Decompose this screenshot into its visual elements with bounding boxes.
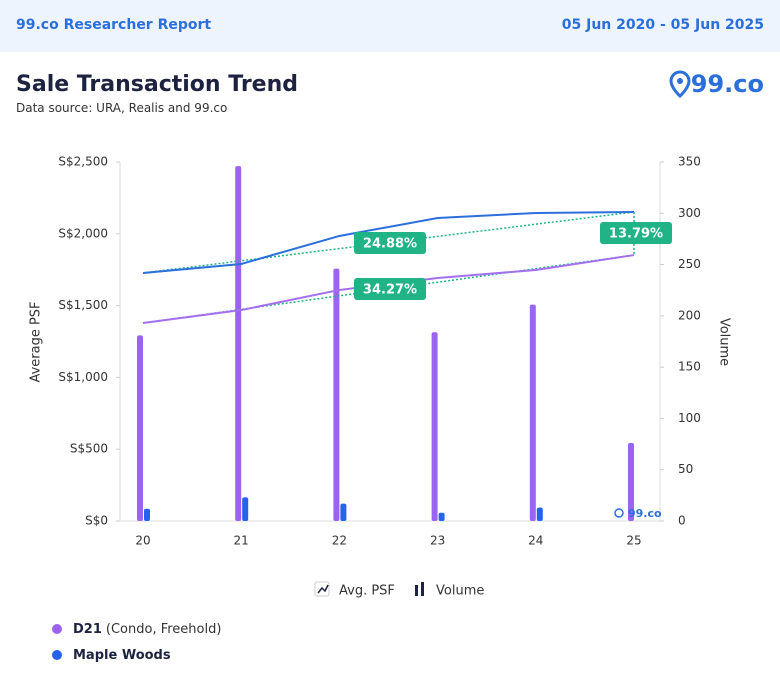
volume-bar [235, 166, 242, 522]
y2-tick-label: 100 [678, 411, 701, 425]
legend-item: Maple Woods [73, 648, 171, 663]
volume-bar [340, 503, 347, 521]
legend-name: Maple Woods [73, 648, 171, 663]
legend-detail: (Condo, Freehold) [106, 622, 222, 637]
logo: 99.co [669, 70, 764, 98]
y2-tick-label: 200 [678, 308, 701, 322]
logo-pin [669, 70, 691, 98]
volume-bar [431, 332, 438, 521]
y-axis-label: Average PSF [29, 301, 44, 382]
legend-icon [314, 581, 330, 597]
volume-bar [628, 443, 634, 521]
watermark-pin [614, 508, 624, 518]
legend-label: Volume [436, 584, 484, 599]
volume-bar [137, 335, 143, 521]
y2-tick-label: 50 [678, 462, 693, 476]
legend-icon [421, 582, 424, 596]
x-tick-label: 21 [234, 534, 249, 548]
legend-icon [415, 585, 418, 596]
annotation: 13.79% [609, 227, 663, 242]
trend-line [142, 211, 635, 274]
date-range: 05 Jun 2020 - 05 Jun 2025 [561, 17, 764, 33]
source: Data source: URA, Realis and 99.co [16, 101, 228, 115]
x-tick-label: 25 [626, 534, 641, 548]
trend-line [142, 254, 635, 324]
volume-bar [242, 497, 249, 521]
watermark: 99.co [628, 507, 662, 520]
y2-tick-label: 250 [678, 257, 701, 271]
annotation-box [354, 232, 426, 254]
y2-tick-label: 300 [678, 206, 701, 220]
x-tick-label: 22 [332, 534, 347, 548]
annotation: 24.88% [363, 237, 417, 252]
y2-tick-label: 350 [678, 155, 701, 169]
legend-dot [52, 650, 62, 660]
logo-text: 99.co [690, 70, 764, 98]
y2-tick-label: 0 [678, 514, 686, 528]
legend-icon [317, 584, 329, 594]
header: 99.co Researcher Report 05 Jun 2020 - 05… [0, 0, 780, 52]
x-tick-label: 20 [135, 534, 150, 548]
annotation: 34.27% [363, 283, 417, 298]
x-tick-label: 23 [430, 534, 445, 548]
legend-dot [52, 624, 62, 634]
y-tick-label: S$2,000 [58, 226, 108, 240]
y-tick-label: S$1,000 [58, 370, 108, 384]
y2-tick-label: 150 [678, 360, 701, 374]
x-tick-label: 24 [528, 534, 543, 548]
legend-item: D21 (Condo, Freehold) [73, 622, 221, 637]
annotation-box [354, 278, 426, 300]
volume-bar [529, 304, 536, 521]
legend-label: Avg. PSF [339, 584, 395, 599]
volume-bar [536, 507, 543, 521]
y-tick-label: S$2,500 [58, 155, 108, 169]
y-tick-label: S$0 [85, 514, 108, 528]
title: Sale Transaction Trend [16, 72, 299, 97]
header-title: 99.co Researcher Report [16, 17, 212, 33]
volume-bar [144, 508, 150, 521]
psf-line [142, 210, 635, 274]
y-tick-label: S$1,500 [58, 298, 108, 312]
volume-bar [438, 512, 445, 521]
legend-name: D21 [73, 622, 102, 637]
y-tick-label: S$500 [70, 442, 108, 456]
annotation-box [600, 222, 672, 244]
y2-axis-label: Volume [717, 318, 732, 366]
volume-bar [333, 268, 340, 521]
